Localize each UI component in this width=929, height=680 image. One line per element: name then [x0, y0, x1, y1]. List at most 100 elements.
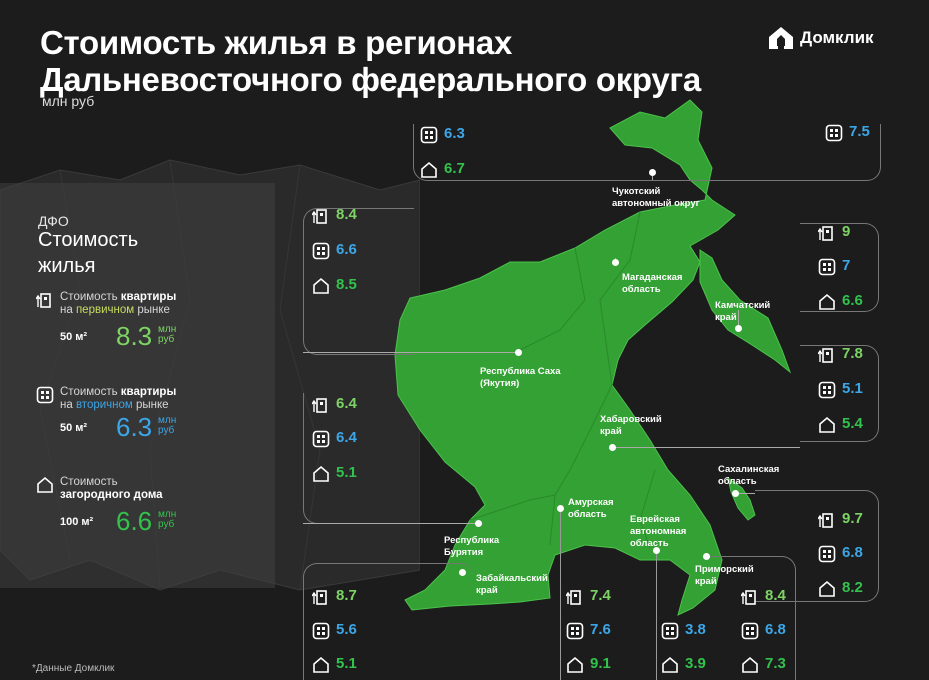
- value-primary-sakhalin: 9.7: [818, 510, 878, 529]
- brand-name: Домклик: [800, 28, 874, 47]
- value-text-secondary-chukotka: 7.5: [849, 123, 870, 140]
- value-primary-yakutia: 8.4: [312, 206, 372, 225]
- house-icon: [37, 476, 53, 493]
- summary-secondary-unit: млн руб: [158, 415, 177, 436]
- region-label-line: край: [476, 585, 498, 596]
- region-label-amur: Амурская область: [568, 497, 614, 521]
- primary-market-icon: [818, 513, 833, 528]
- title-line-1: Стоимость жилья в регионах: [40, 24, 513, 61]
- region-frame-chukotka: [413, 124, 881, 181]
- leader-line-chukotka: [652, 172, 653, 180]
- summary-secondary-label: Стоимость квартиры на вторичном рынке: [60, 386, 177, 411]
- value-secondary-jewish: 3.8: [661, 621, 721, 640]
- region-label-line: Чукотский: [612, 186, 661, 197]
- value-text-house-kamchatka: 6.6: [842, 292, 863, 309]
- summary-primary: Стоимость квартиры на первичном рынке 50…: [36, 291, 266, 361]
- region-frame-zabaykalsky: [303, 563, 474, 680]
- region-label-line: Республика: [444, 535, 500, 546]
- value-text-house-buryatia: 5.1: [336, 464, 357, 481]
- region-label-line: Бурятия: [444, 547, 484, 558]
- secondary-market-icon: [818, 381, 836, 399]
- house-icon: [421, 161, 437, 178]
- region-label-line: автономная: [630, 526, 687, 537]
- region-dot-zabaykalsky: [458, 568, 466, 576]
- value-text-secondary-magadan: 6.3: [444, 125, 465, 142]
- house-icon: [819, 416, 835, 433]
- region-label-line: край: [715, 312, 737, 323]
- value-text-house-primorsky: 7.3: [765, 655, 786, 672]
- region-label-line: Республика Саха: [480, 366, 561, 377]
- house-icon: [567, 656, 583, 673]
- connector-line-jewish: [656, 550, 657, 680]
- region-label-line: край: [695, 576, 717, 587]
- region-label-line: область: [568, 509, 607, 520]
- value-secondary-buryatia: 6.4: [312, 429, 372, 448]
- region-dot-khabarovsk: [608, 443, 616, 451]
- unit-subtitle: млн руб: [42, 93, 95, 109]
- region-dot-chukotka: [648, 168, 656, 176]
- leader-line-kamchatka: [738, 310, 739, 328]
- leader-line-yakutia: [303, 352, 518, 353]
- region-label-line: область: [718, 476, 757, 487]
- leader-line-sakhalin: [735, 493, 755, 494]
- region-label-line: край: [600, 426, 622, 437]
- region-label-line: Хабаровский: [600, 414, 662, 425]
- house-icon: [819, 293, 835, 310]
- value-house-yakutia: 8.5: [312, 276, 372, 295]
- value-house-sakhalin: 8.2: [818, 579, 878, 598]
- region-label-line: автономный округ: [612, 198, 700, 209]
- value-primary-buryatia: 6.4: [312, 395, 372, 414]
- value-secondary-chukotka: 7.5: [825, 123, 885, 142]
- region-label-khabarovsk: Хабаровский край: [600, 414, 662, 438]
- region-frame-khabarovsk: [800, 345, 879, 442]
- region-label-line: область: [630, 538, 669, 549]
- region-dot-amur: [556, 504, 564, 512]
- secondary-market-icon: [420, 126, 438, 144]
- summary-heading-line-1: Стоимость: [38, 229, 139, 251]
- value-secondary-zabaykalsky: 5.6: [312, 621, 372, 640]
- region-label-line: Приморский: [695, 564, 754, 575]
- value-text-primary-sakhalin: 9.7: [842, 510, 863, 527]
- region-label-sakhalin: Сахалинская область: [718, 464, 779, 488]
- value-primary-zabaykalsky: 8.7: [312, 587, 372, 606]
- leader-line-buryatia: [303, 523, 478, 524]
- title-line-2: Дальневосточного федерального округа: [40, 61, 701, 98]
- brand-logo: Домклик: [767, 26, 874, 50]
- secondary-market-icon: [741, 622, 759, 640]
- region-label-primorsky: Приморский край: [695, 564, 754, 588]
- value-house-kamchatka: 6.6: [818, 292, 878, 311]
- primary-market-icon: [818, 348, 833, 363]
- value-house-jewish: 3.9: [661, 655, 721, 674]
- primary-market-icon: [566, 590, 581, 605]
- value-text-secondary-yakutia: 6.6: [336, 241, 357, 258]
- value-text-house-jewish: 3.9: [685, 655, 706, 672]
- region-dot-yakutia: [514, 348, 522, 356]
- map-kamchatka: [699, 249, 792, 374]
- region-label-zabaykalsky: Забайкальский край: [476, 573, 548, 597]
- region-dot-buryatia: [474, 519, 482, 527]
- region-label-line: (Якутия): [480, 378, 520, 389]
- secondary-market-icon: [818, 545, 836, 563]
- summary-secondary-area: 50 м²: [60, 422, 88, 434]
- primary-market-icon: [312, 398, 327, 413]
- region-label-yakutia: Республика Саха (Якутия): [480, 366, 561, 390]
- region-label-line: Забайкальский: [476, 573, 548, 584]
- value-text-secondary-zabaykalsky: 5.6: [336, 621, 357, 638]
- value-text-primary-khabarovsk: 7.8: [842, 345, 863, 362]
- house-icon: [313, 656, 329, 673]
- value-house-magadan: 6.7: [420, 160, 480, 179]
- value-text-primary-buryatia: 6.4: [336, 395, 357, 412]
- summary-house-unit: млн руб: [158, 509, 177, 530]
- value-secondary-amur: 7.6: [566, 621, 626, 640]
- value-text-primary-zabaykalsky: 8.7: [336, 587, 357, 604]
- region-frame-kamchatka: [800, 223, 879, 312]
- value-house-primorsky: 7.3: [741, 655, 801, 674]
- house-icon: [662, 656, 678, 673]
- value-text-primary-kamchatka: 9: [842, 223, 851, 240]
- region-label-line: Амурская: [568, 497, 614, 508]
- region-frame-sakhalin: [755, 490, 879, 602]
- summary-house: Стоимость загородного дома 100 м² 6.6 млн…: [36, 476, 266, 546]
- secondary-market-icon: [312, 622, 330, 640]
- house-icon: [313, 465, 329, 482]
- value-secondary-primorsky: 6.8: [741, 621, 801, 640]
